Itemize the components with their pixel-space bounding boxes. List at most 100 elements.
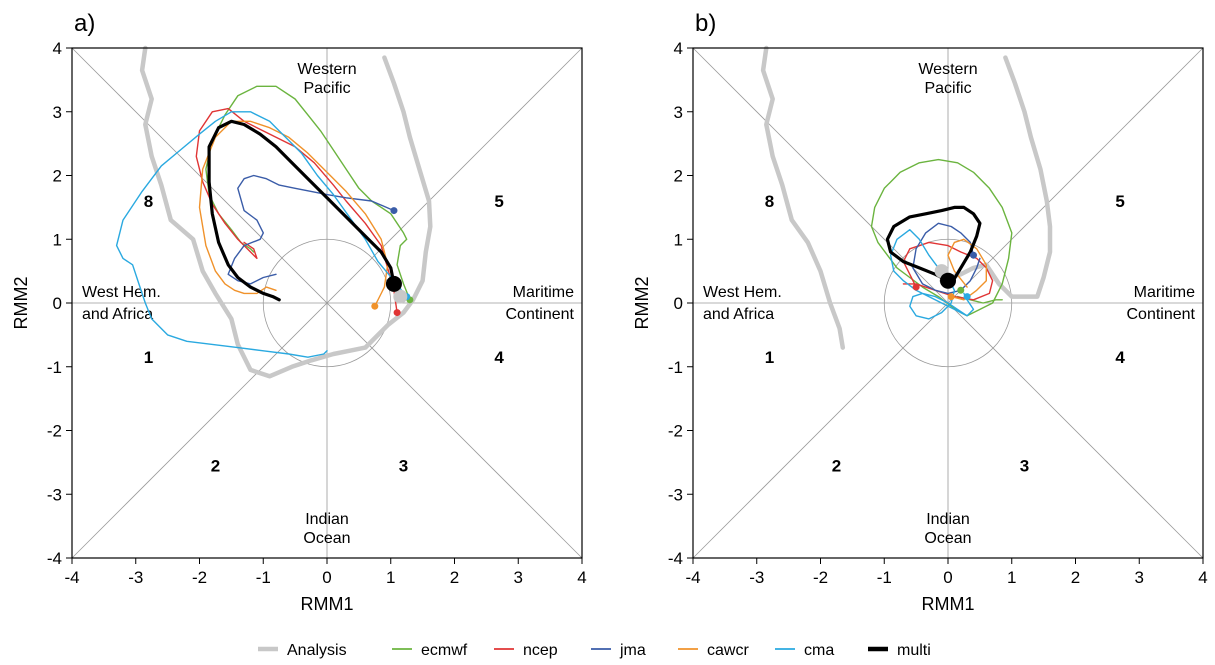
x-tick-label: -3 <box>128 568 143 587</box>
region-label-left: and Africa <box>82 306 153 323</box>
x-tick-label: -4 <box>685 568 700 587</box>
legend-label-ecmwf: ecmwf <box>421 642 468 659</box>
phase-number: 2 <box>832 457 841 476</box>
start-point-cawcr <box>947 293 955 301</box>
series-line-cawcr <box>198 120 389 307</box>
region-label-top: Pacific <box>924 80 971 97</box>
x-tick-label: -2 <box>813 568 828 587</box>
series-line-cma <box>889 228 975 320</box>
region-label-bottom: Indian <box>305 511 349 528</box>
x-tick-label: 4 <box>1198 568 1207 587</box>
start-point-jma <box>970 251 977 259</box>
x-tick-label: 3 <box>1135 568 1144 587</box>
y-tick-label: 3 <box>53 103 62 122</box>
region-label-bottom: Ocean <box>303 530 350 547</box>
y-tick-label: -1 <box>668 358 683 377</box>
series-line-multi <box>207 119 396 302</box>
y-tick-label: -4 <box>668 549 683 568</box>
phase-number: 4 <box>1115 348 1125 367</box>
x-tick-label: 0 <box>322 568 331 587</box>
start-point-ncep <box>393 309 401 317</box>
phase-number: 4 <box>494 348 504 367</box>
start-point-Analysis <box>393 289 408 304</box>
x-tick-label: 0 <box>943 568 952 587</box>
series-line-jma <box>912 222 981 295</box>
y-tick-label: 2 <box>53 167 62 186</box>
series-line-Analysis <box>939 55 1053 299</box>
legend-label-Analysis: Analysis <box>287 642 347 659</box>
region-label-right: Continent <box>506 306 575 323</box>
series-line-Analysis <box>139 45 433 379</box>
x-tick-label: 1 <box>386 568 395 587</box>
series-line-multi <box>885 205 982 286</box>
x-tick-label: -2 <box>192 568 207 587</box>
legend-label-jma: jma <box>619 642 646 659</box>
phase-number: 3 <box>399 457 408 476</box>
series-line-cawcr <box>947 238 987 301</box>
start-point-ecmwf <box>957 286 965 294</box>
panel-label: b) <box>695 10 716 37</box>
phase-number: 1 <box>144 348 153 367</box>
series-line-ecmwf <box>205 85 411 301</box>
legend-label-cawcr: cawcr <box>707 642 749 659</box>
y-tick-label: 3 <box>674 103 683 122</box>
y-tick-label: -4 <box>47 549 62 568</box>
x-tick-label: 3 <box>514 568 523 587</box>
phase-number: 8 <box>765 192 774 211</box>
legend-label-ncep: ncep <box>523 642 558 659</box>
y-tick-label: 0 <box>53 294 62 313</box>
phase-number: 5 <box>1115 192 1124 211</box>
series-line-ncep <box>195 107 398 314</box>
panel-label: a) <box>74 10 95 37</box>
phase-number: 3 <box>1020 457 1029 476</box>
y-tick-label: -3 <box>668 485 683 504</box>
region-label-top: Pacific <box>303 80 350 97</box>
series-line-ecmwf <box>870 158 1013 317</box>
x-tick-label: -3 <box>749 568 764 587</box>
start-point-jma <box>390 207 398 215</box>
start-point-ncep <box>912 283 920 291</box>
start-point-multi <box>385 275 402 292</box>
series-line-Analysis <box>760 45 846 350</box>
y-tick-label: 4 <box>674 39 683 58</box>
start-point-multi <box>940 272 956 289</box>
y-axis-label: RMM2 <box>632 277 652 330</box>
phase-number: 5 <box>494 192 503 211</box>
series-line-ncep <box>902 241 994 301</box>
legend-label-cma: cma <box>804 642 834 659</box>
panel-a: Western Pacific Indian Ocean West Hem. and Af… <box>11 10 587 614</box>
y-tick-label: -2 <box>47 422 62 441</box>
y-tick-label: 1 <box>674 230 683 249</box>
x-tick-label: -1 <box>256 568 271 587</box>
region-label-left: West Hem. <box>703 284 782 301</box>
y-axis-label: RMM2 <box>11 277 31 330</box>
region-label-left: and Africa <box>703 306 774 323</box>
y-tick-label: 2 <box>674 167 683 186</box>
region-label-right: Maritime <box>1134 284 1195 301</box>
x-axis-label: RMM1 <box>301 594 354 614</box>
legend: Analysis ecmwf ncep jma cawcr cma multi <box>258 642 931 659</box>
x-tick-label: 1 <box>1007 568 1016 587</box>
region-label-bottom: Ocean <box>924 530 971 547</box>
region-label-left: West Hem. <box>82 284 161 301</box>
x-tick-label: 2 <box>1071 568 1080 587</box>
unit-circle <box>262 238 392 368</box>
region-label-top: Western <box>918 61 977 78</box>
y-tick-label: 1 <box>53 230 62 249</box>
region-label-top: Western <box>297 61 356 78</box>
y-tick-label: -3 <box>47 485 62 504</box>
y-tick-label: -1 <box>47 358 62 377</box>
y-tick-label: 4 <box>53 39 62 58</box>
phase-number: 1 <box>765 348 774 367</box>
region-label-bottom: Indian <box>926 511 970 528</box>
unit-circle <box>883 238 1013 368</box>
y-tick-label: 0 <box>674 294 683 313</box>
series-line-cma <box>115 111 408 358</box>
region-label-right: Maritime <box>513 284 574 301</box>
x-tick-label: 2 <box>450 568 459 587</box>
phase-number: 2 <box>211 457 220 476</box>
x-axis-label: RMM1 <box>922 594 975 614</box>
region-label-right: Continent <box>1127 306 1196 323</box>
panel-b: Western Pacific Indian Ocean West Hem. and Af… <box>632 10 1208 614</box>
x-tick-label: 4 <box>577 568 586 587</box>
